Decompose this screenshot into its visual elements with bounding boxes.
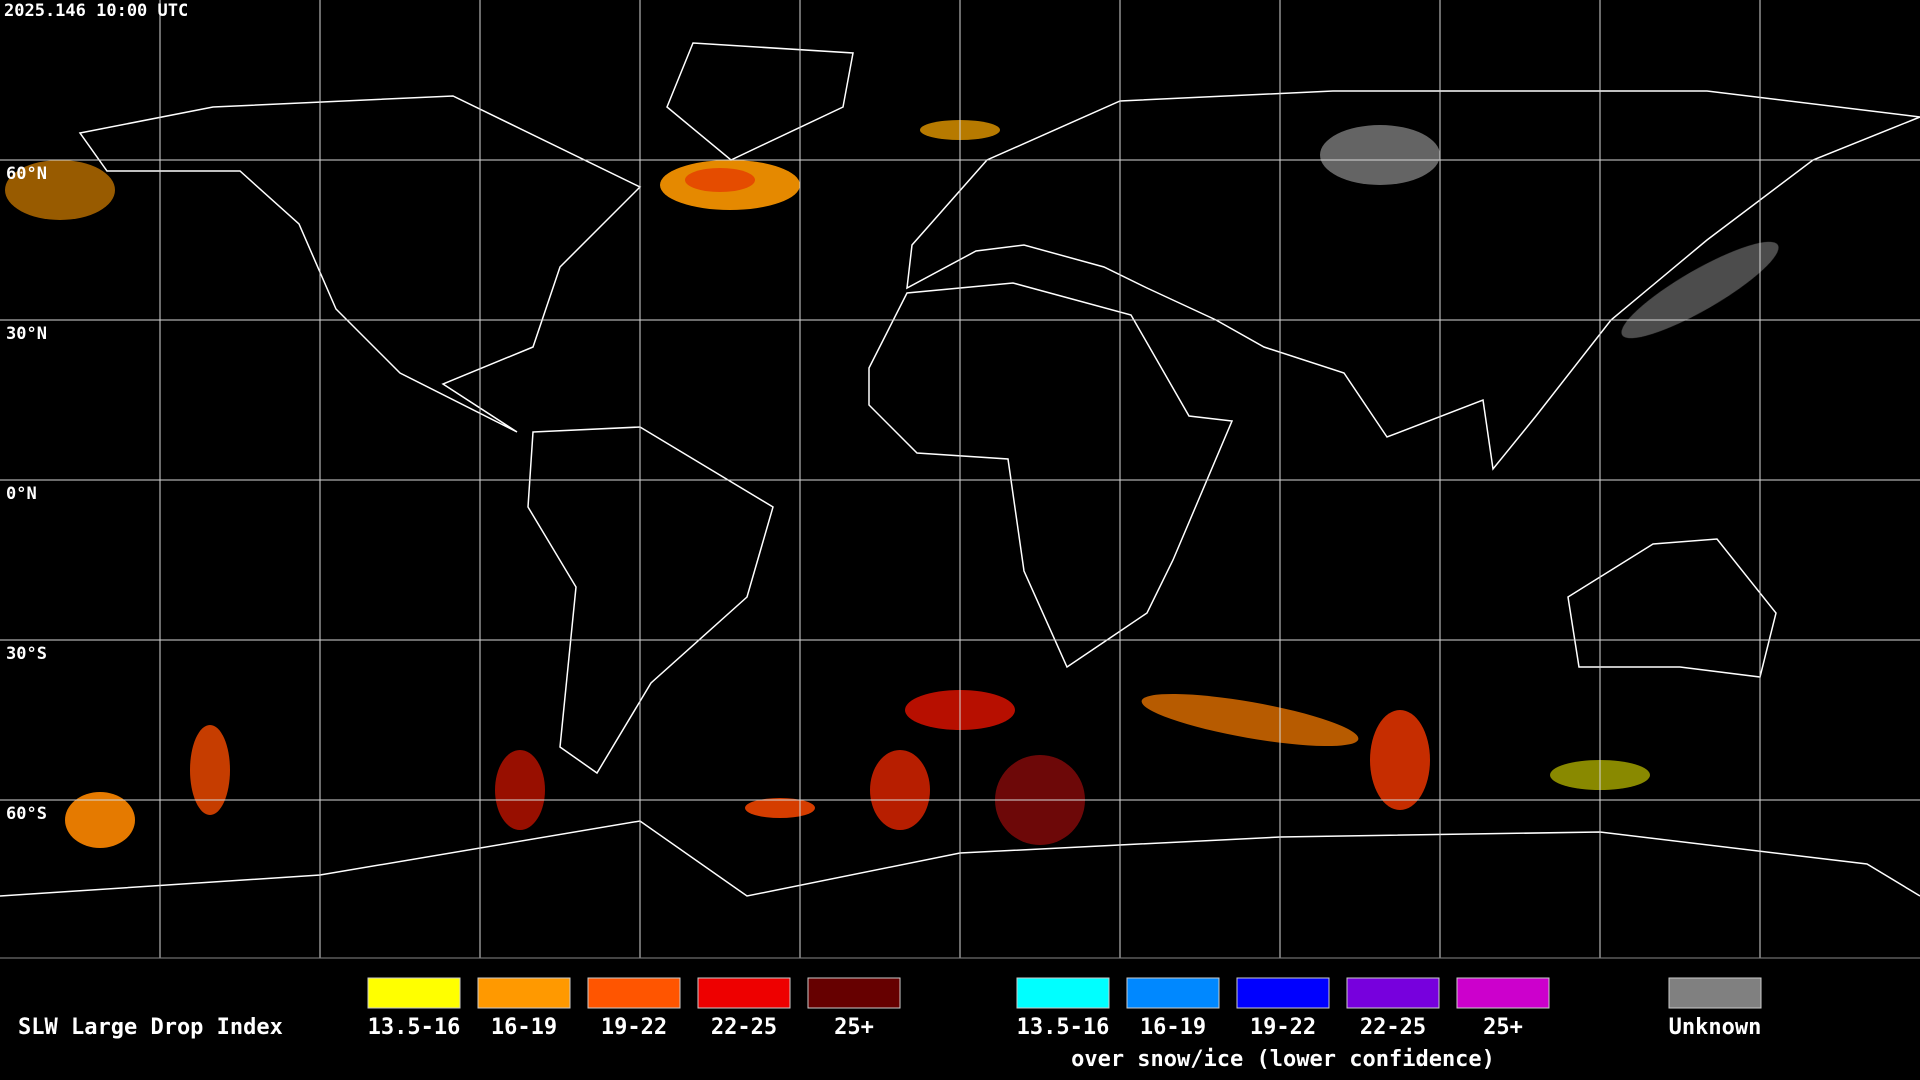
- legend-swatch: [367, 977, 461, 1009]
- patch: [745, 798, 815, 818]
- legend-label: 25+: [1483, 1015, 1523, 1040]
- legend-swatch: [477, 977, 571, 1009]
- legend-swatch: [1126, 977, 1220, 1009]
- legend: SLW Large Drop Index over snow/ice (lowe…: [18, 977, 1762, 1072]
- patch: [685, 168, 755, 192]
- patch: [870, 750, 930, 830]
- legend-label: Unknown: [1669, 1015, 1762, 1040]
- lat-label: 60°S: [6, 804, 47, 824]
- legend-label: 25+: [834, 1015, 874, 1040]
- legend-swatch: [1668, 977, 1762, 1009]
- eurasia-outline: [906, 90, 1920, 471]
- africa-outline: [868, 282, 1234, 669]
- timestamp: 2025.146 10:00 UTC: [4, 1, 188, 21]
- lat-label: 30°S: [6, 644, 47, 664]
- snow-ice-caption: over snow/ice (lower confidence): [1071, 1047, 1495, 1072]
- patch: [65, 792, 135, 848]
- patch: [1370, 710, 1430, 810]
- legend-swatch: [587, 977, 681, 1009]
- legend-swatch: [1346, 977, 1440, 1009]
- graticule: [0, 0, 1920, 958]
- patch: [1141, 693, 1359, 747]
- patch: [1621, 241, 1779, 339]
- lat-label: 30°N: [6, 324, 47, 344]
- legend-label: 19-22: [1250, 1015, 1316, 1040]
- legend-label: 22-25: [711, 1015, 777, 1040]
- legend-label: 13.5-16: [1017, 1015, 1110, 1040]
- legend-swatch: [807, 977, 901, 1009]
- legend-title: SLW Large Drop Index: [18, 1015, 283, 1040]
- legend-swatch: [697, 977, 791, 1009]
- patch: [495, 750, 545, 830]
- legend-swatch: [1016, 977, 1110, 1009]
- legend-label: 22-25: [1360, 1015, 1426, 1040]
- legend-swatch: [1236, 977, 1330, 1009]
- south-america-outline: [527, 426, 774, 775]
- lat-label: 60°N: [6, 164, 47, 184]
- patch: [5, 160, 115, 220]
- patch: [190, 725, 230, 815]
- legend-label: 16-19: [491, 1015, 557, 1040]
- cloud-patches: [5, 120, 1779, 848]
- legend-label: 16-19: [1140, 1015, 1206, 1040]
- legend-label: 19-22: [601, 1015, 667, 1040]
- lat-label: 0°N: [6, 484, 37, 504]
- australia-outline: [1567, 538, 1777, 678]
- patch: [1320, 125, 1440, 185]
- legend-swatch: [1456, 977, 1550, 1009]
- greenland-outline: [666, 42, 854, 161]
- legend-label: 13.5-16: [368, 1015, 461, 1040]
